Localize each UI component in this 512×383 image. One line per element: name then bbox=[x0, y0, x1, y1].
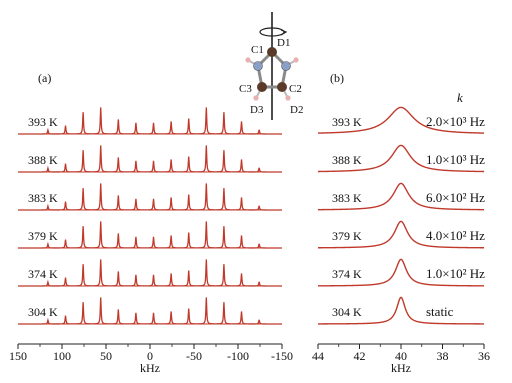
panel-b-temperature-label: 393 K bbox=[332, 115, 362, 129]
panel-a-tick-label: 150 bbox=[9, 349, 27, 363]
rate-header: k bbox=[457, 90, 463, 105]
rate-label: 6.0×10² Hz bbox=[426, 190, 485, 205]
hydrogen-atom bbox=[293, 57, 299, 63]
panel-b-temperature-label: 383 K bbox=[332, 191, 362, 205]
panel-a-spectrum-374k bbox=[18, 259, 282, 287]
panel-b-xlabel: kHz bbox=[391, 361, 411, 375]
panel-a-tick-label: -150 bbox=[271, 349, 293, 363]
panel-b-temperature-labels: 393 K 388 K 383 K 379 K 374 K 304 K bbox=[332, 115, 362, 319]
panel-b-temperature-label: 388 K bbox=[332, 153, 362, 167]
label-c1: C1 bbox=[251, 44, 264, 56]
panel-a-spectrum-304k bbox=[18, 297, 282, 325]
label-d3: D3 bbox=[250, 104, 264, 116]
panel-a-spectrum-379k bbox=[18, 221, 282, 249]
panel-b-x-ticks: 44 42 40 38 36 bbox=[312, 344, 490, 363]
panel-a-spectrum-393k bbox=[18, 107, 282, 135]
panel-a-tick-label: -100 bbox=[227, 349, 249, 363]
panel-b-spectra bbox=[317, 106, 485, 325]
panel-b-temperature-label: 379 K bbox=[332, 229, 362, 243]
hydrogen-atom bbox=[245, 57, 251, 63]
panel-b-spectrum-383k bbox=[317, 182, 485, 211]
panel-a-spectra bbox=[18, 107, 282, 325]
carbon-atom-c2 bbox=[277, 82, 287, 92]
label-d2: D2 bbox=[290, 104, 303, 116]
panel-b-spectrum-388k bbox=[317, 144, 485, 173]
carbon-atom-c1 bbox=[267, 47, 277, 57]
panel-a-label: (a) bbox=[38, 71, 51, 85]
panel-a-temperature-labels: 393 K 388 K 383 K 379 K 374 K 304 K bbox=[28, 115, 58, 319]
panel-a-tick-label: -50 bbox=[186, 349, 202, 363]
panel-b-tick-label: 44 bbox=[312, 349, 324, 363]
hydrogen-atom bbox=[253, 95, 259, 101]
panel-a-temperature-label: 388 K bbox=[28, 153, 58, 167]
label-d1: D1 bbox=[277, 37, 290, 49]
carbon-atom-c3 bbox=[257, 82, 267, 92]
label-c2: C2 bbox=[289, 83, 302, 95]
rate-label: 2.0×10³ Hz bbox=[426, 114, 485, 129]
panel-b-spectrum-393k bbox=[317, 106, 485, 134]
panel-b-tick-label: 36 bbox=[478, 349, 490, 363]
panel-b: (b) k 393 K 388 K 383 K 379 K 374 K 304 K 2.0… bbox=[312, 71, 490, 375]
panel-b-rate-labels: 2.0×10³ Hz 1.0×10³ Hz 6.0×10² Hz 4.0×10² Hz… bbox=[426, 114, 485, 319]
panel-a-tick-label: 50 bbox=[100, 349, 112, 363]
panel-a-temperature-label: 393 K bbox=[28, 115, 58, 129]
panel-b-spectrum-304k bbox=[318, 296, 484, 325]
panel-b-spectrum-379k bbox=[318, 220, 484, 249]
panel-a-xlabel: kHz bbox=[140, 361, 160, 375]
panel-a-tick-label: 100 bbox=[53, 349, 71, 363]
rate-label: 1.0×10³ Hz bbox=[426, 152, 485, 167]
panel-a: (a) 393 K 388 K 383 K 379 K 374 K 304 K 150 10… bbox=[9, 71, 293, 375]
hydrogen-atom bbox=[285, 95, 291, 101]
nitrogen-atom bbox=[253, 61, 263, 71]
panel-b-spectrum-374k bbox=[318, 258, 484, 287]
panel-b-tick-label: 38 bbox=[437, 349, 449, 363]
rotation-arrowhead-icon bbox=[280, 29, 288, 36]
panel-a-spectrum-383k bbox=[18, 183, 282, 211]
panel-b-temperature-label: 374 K bbox=[332, 267, 362, 281]
panel-a-temperature-label: 304 K bbox=[28, 305, 58, 319]
panel-b-tick-label: 42 bbox=[354, 349, 366, 363]
panel-a-temperature-label: 374 K bbox=[28, 267, 58, 281]
rate-label: 1.0×10² Hz bbox=[426, 266, 485, 281]
molecule-diagram: C1 D1 C3 C2 D3 D2 bbox=[239, 12, 303, 120]
panel-a-temperature-label: 379 K bbox=[28, 229, 58, 243]
nitrogen-atom bbox=[281, 61, 291, 71]
label-c3: C3 bbox=[239, 83, 252, 95]
panel-b-tick-label: 40 bbox=[395, 349, 407, 363]
panel-a-tick-label: 0 bbox=[147, 349, 153, 363]
rate-label: 4.0×10² Hz bbox=[426, 228, 485, 243]
panel-a-spectrum-388k bbox=[18, 145, 282, 173]
panel-b-temperature-label: 304 K bbox=[332, 305, 362, 319]
rate-label: static bbox=[426, 304, 454, 319]
panel-b-label: (b) bbox=[330, 71, 344, 85]
panel-a-temperature-label: 383 K bbox=[28, 191, 58, 205]
panel-a-x-ticks: 150 100 50 0 -50 -100 -150 bbox=[9, 344, 293, 363]
